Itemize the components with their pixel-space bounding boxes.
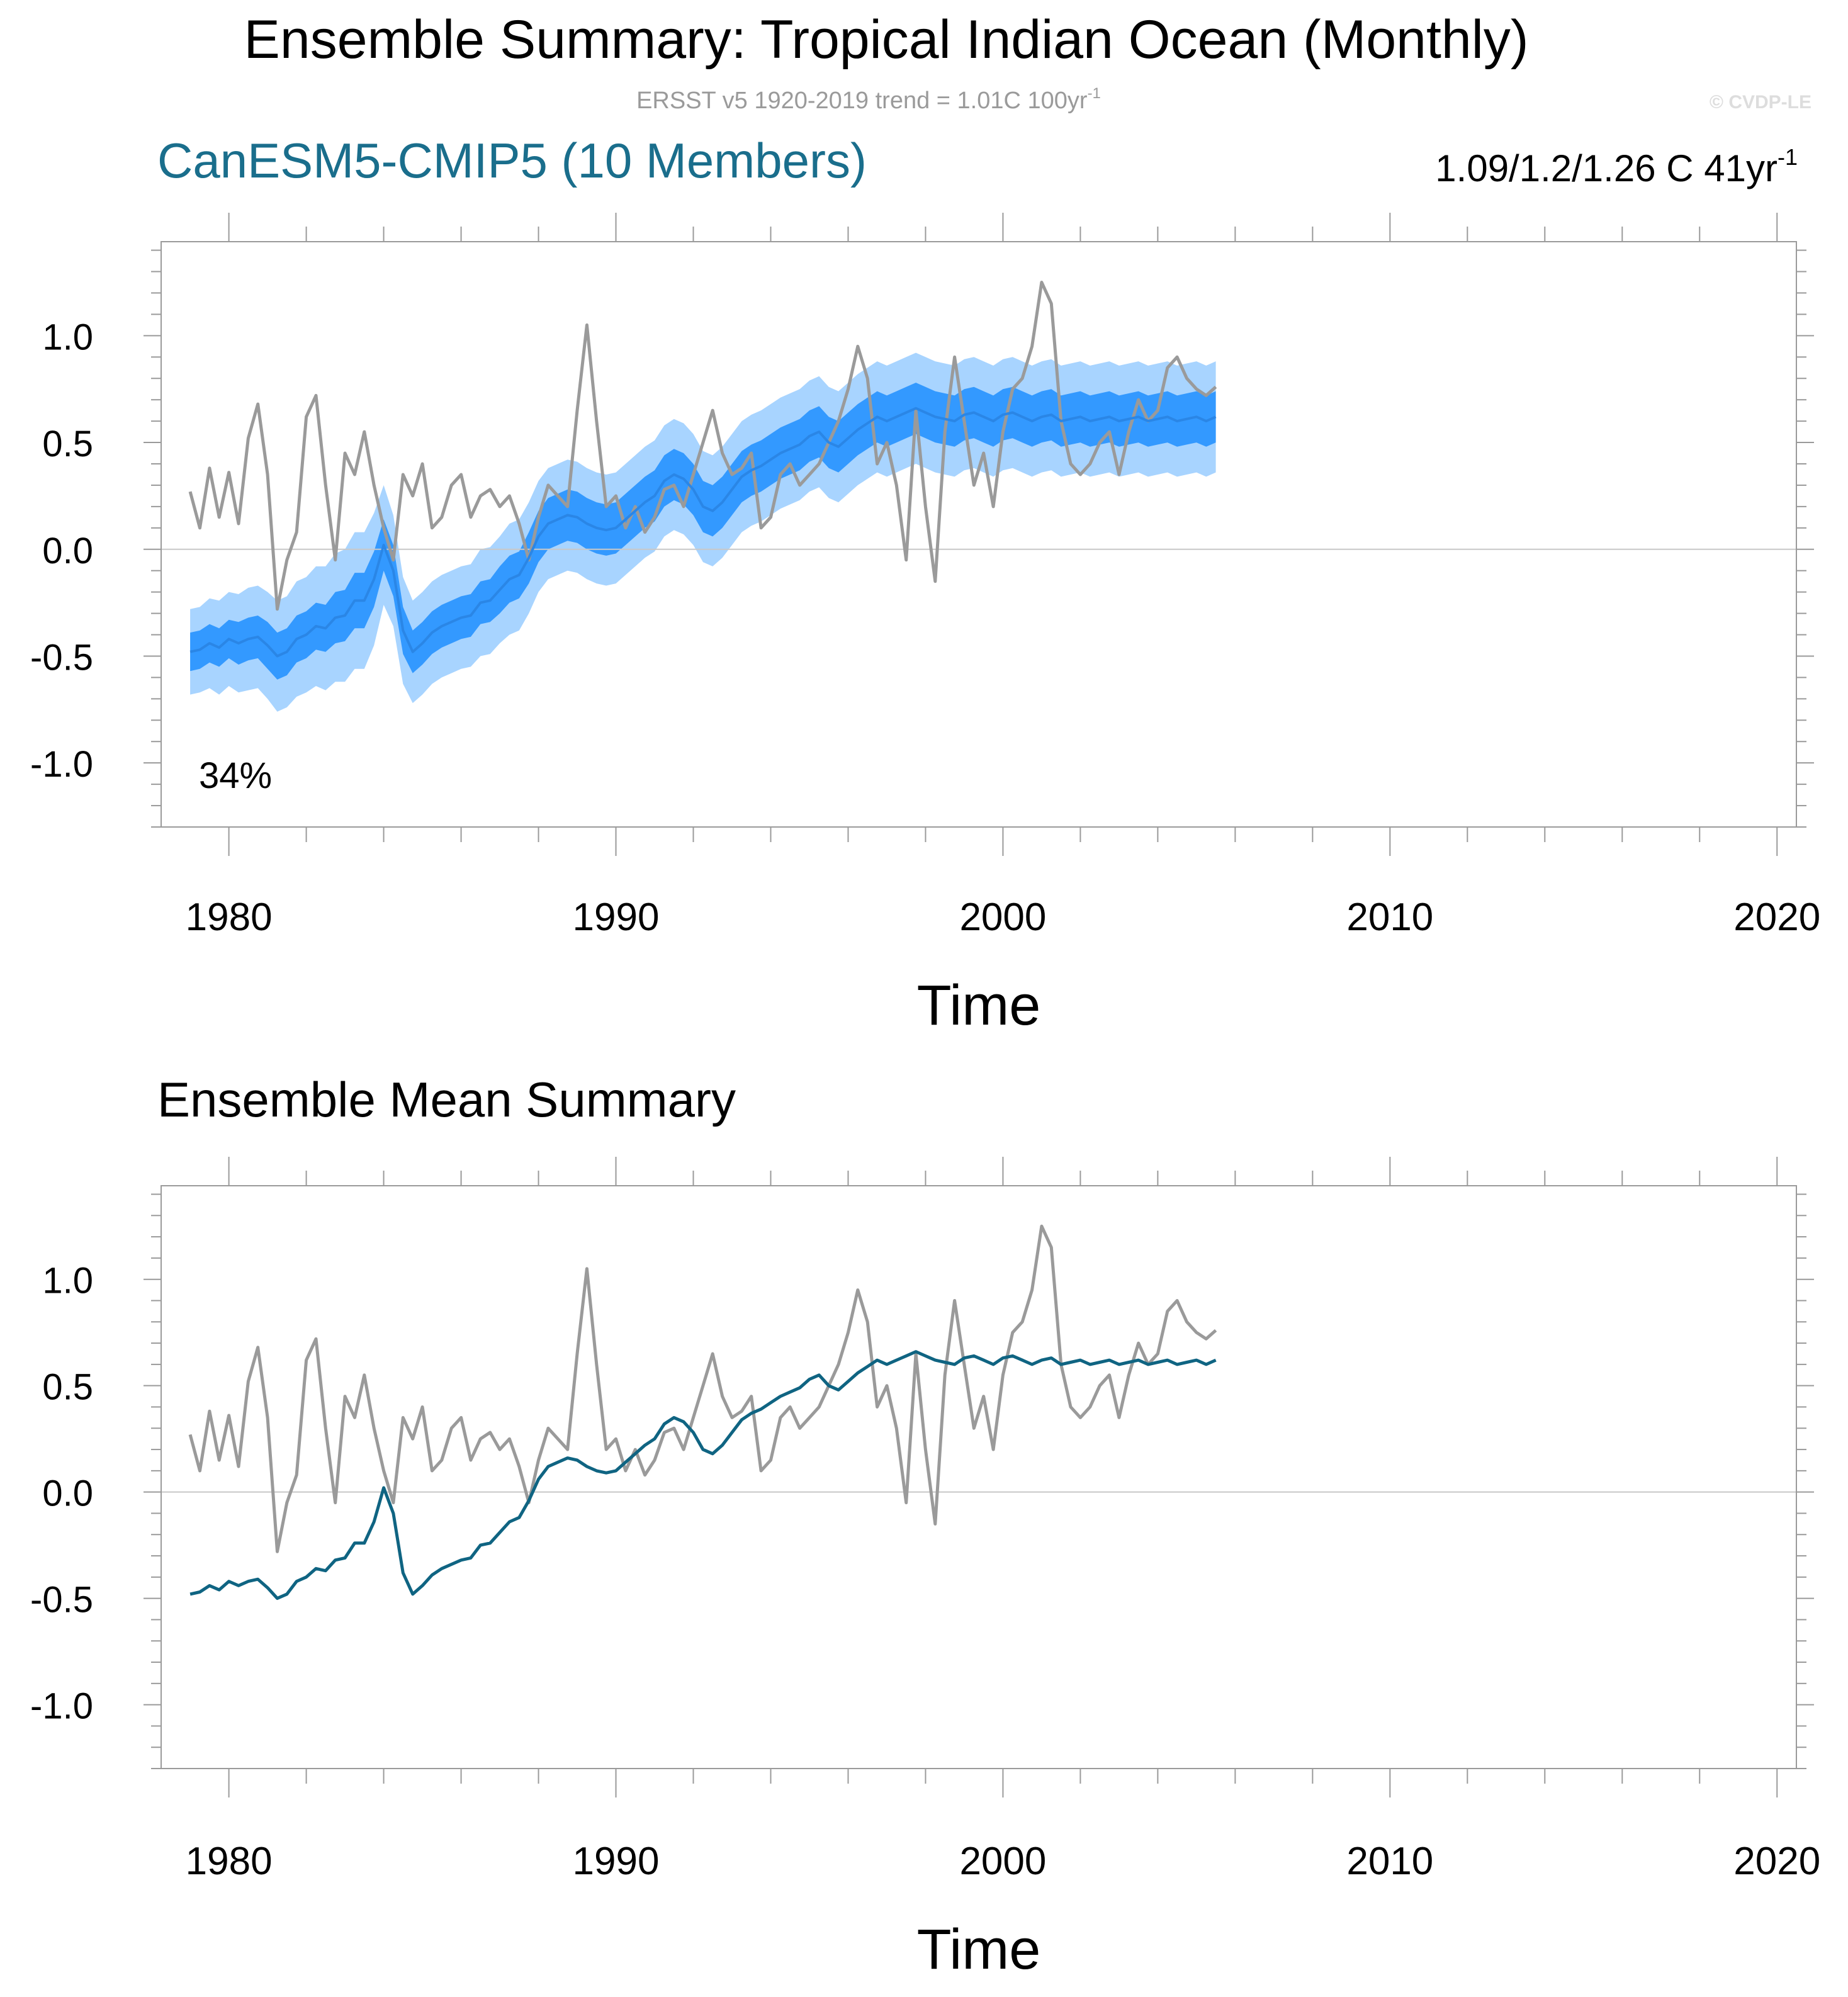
x-tick-label: 2020 [1733,1840,1820,1883]
y-tick-label: 0.0 [42,1473,93,1514]
plot-area [161,1224,1796,1600]
y-tick-label: 0.5 [42,424,93,464]
ensemble-inner-range-band [190,383,1216,680]
model-title: CanESM5-CMIP5 (10 Members) [157,133,867,188]
x-tick-label: 1990 [573,896,660,939]
x-tick-label: 1990 [573,1840,660,1883]
ensemble-mean-title: Ensemble Mean Summary [157,1072,736,1127]
plot-area [161,281,1796,712]
x-tick-label: 1980 [186,1840,273,1883]
y-tick-label: 1.0 [42,1261,93,1302]
y-tick-label: -1.0 [30,744,93,785]
figure-title: Ensemble Summary: Tropical Indian Ocean … [244,9,1529,70]
x-tick-label: 1980 [186,896,273,939]
ensemble-mean-line [189,407,1217,658]
observations-line [188,1224,1217,1553]
y-tick-label: 0.0 [42,531,93,571]
x-tick-label: 2000 [959,1840,1046,1883]
y-tick-label: -0.5 [30,637,93,678]
bottom-panel: -1.0 -0.5 0.0 0.5 1.0 1980 1990 2000 2010 2020 Tim… [30,1157,1820,1981]
y-tick-label: -0.5 [30,1580,93,1621]
y-tick-label: 1.0 [42,317,93,357]
y-tick-label: 0.5 [42,1367,93,1408]
ensemble-mean-line [189,1350,1217,1600]
plot-frame [161,241,1797,828]
x-tick-label: 2010 [1346,1840,1433,1883]
y-tick-label: -1.0 [30,1686,93,1727]
x-tick-label: 2000 [959,896,1046,939]
model-trend-text: 1.09/1.2/1.26 C 41yr-1 [1435,144,1798,189]
percent-annotation: 34% [199,755,272,796]
x-axis-label: Time [917,1918,1041,1981]
top-panel: -1.0 -0.5 0.0 0.5 1.0 1980 1990 2000 2010 2020 Tim… [30,213,1820,1037]
plot-frame [161,1185,1797,1769]
x-tick-label: 2010 [1346,896,1433,939]
obs-trend-subtitle: ERSST v5 1920-2019 trend = 1.01C 100yr-1 [636,85,1101,114]
x-tick-label: 2020 [1733,896,1820,939]
observations-line [188,281,1217,611]
watermark: © CVDP-LE [1710,92,1811,113]
x-axis-label: Time [917,974,1041,1037]
